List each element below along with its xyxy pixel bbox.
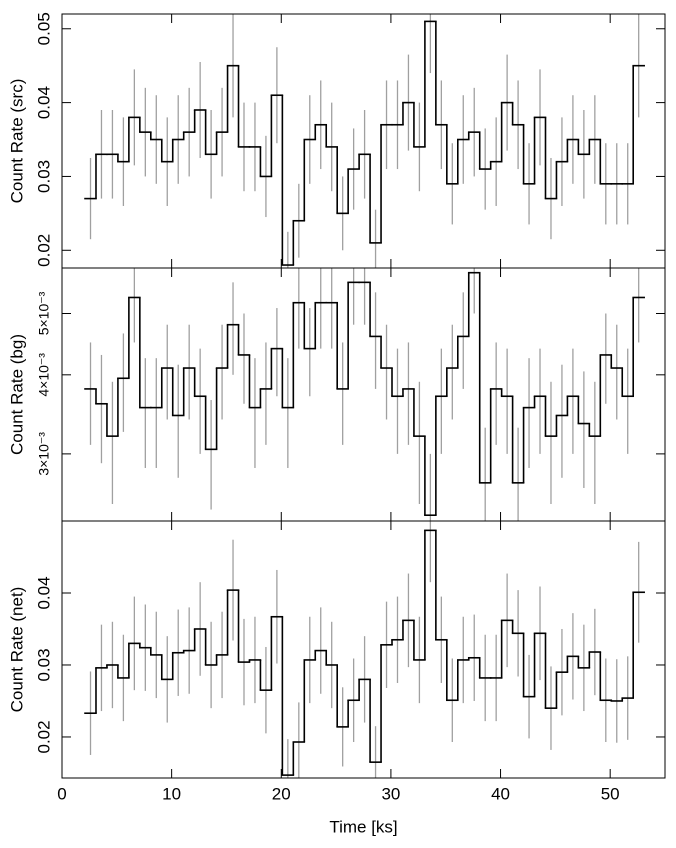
y-axis-title: Count Rate (net) [7, 587, 26, 713]
x-tick-label: 30 [381, 784, 400, 803]
x-axis-title: Time [ks] [329, 817, 397, 836]
panel-frame [61, 267, 666, 522]
y-tick-label: 0.04 [34, 86, 53, 119]
x-tick-label: 50 [601, 784, 620, 803]
y-tick-label: 3×10⁻³ [36, 432, 52, 476]
y-tick-label: 0.03 [34, 160, 53, 193]
y-tick-label: 0.04 [34, 576, 53, 609]
x-tick-label: 0 [57, 784, 66, 803]
y-tick-label: 0.03 [34, 648, 53, 681]
y-axis-title: Count Rate (src) [7, 79, 26, 204]
plot-area [84, 521, 645, 778]
x-tick-label: 20 [272, 784, 291, 803]
x-tick-label: 10 [162, 784, 181, 803]
panel-frame [61, 13, 666, 269]
y-tick-label: 0.02 [34, 720, 53, 753]
panel-frame [61, 520, 666, 779]
x-tick-label: 40 [491, 784, 510, 803]
plot-area [84, 268, 645, 521]
y-tick-label: 4×10⁻³ [36, 353, 52, 397]
plot-area [84, 14, 645, 268]
y-axis-title: Count Rate (bg) [7, 334, 26, 455]
y-tick-label: 5×10⁻³ [36, 291, 52, 335]
y-tick-label: 0.05 [34, 12, 53, 45]
y-tick-label: 0.02 [34, 234, 53, 267]
